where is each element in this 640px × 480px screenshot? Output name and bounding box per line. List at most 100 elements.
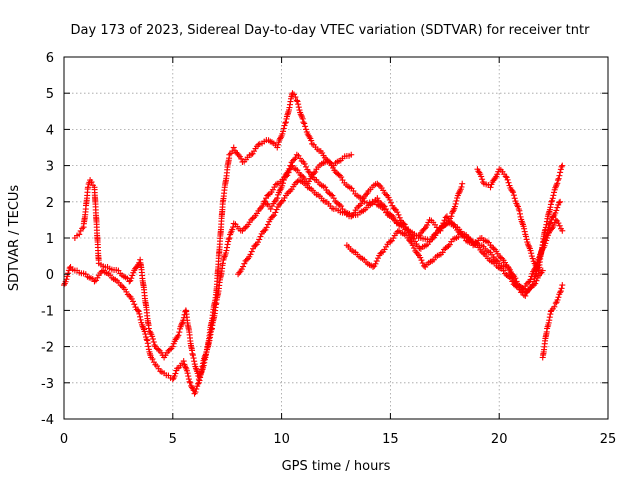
data-point-track-4 [553, 207, 560, 214]
data-point-track-7 [551, 303, 558, 310]
data-point-track-2 [191, 358, 198, 365]
data-point-track-2 [456, 189, 463, 196]
data-point-track-3 [241, 260, 248, 267]
data-point-track-1 [149, 356, 156, 363]
data-point-track-4 [274, 195, 281, 202]
y-tick-label: -1 [41, 304, 54, 319]
data-point-track-2 [129, 272, 136, 279]
data-point-track-3 [273, 206, 280, 213]
data-point-track-6 [523, 236, 530, 243]
data-point-track-4 [552, 209, 559, 216]
data-point-track-2 [149, 333, 156, 340]
data-point-track-4 [287, 162, 294, 169]
data-point-track-2 [178, 322, 185, 329]
data-point-track-6 [504, 176, 511, 183]
data-point-track-6 [510, 192, 517, 199]
data-point-track-2 [189, 350, 196, 357]
data-point-track-5 [387, 238, 394, 245]
data-point-track-7 [558, 285, 565, 292]
data-point-track-1 [184, 370, 191, 377]
y-tick-label: -2 [41, 341, 54, 356]
data-point-track-2 [204, 346, 211, 353]
data-point-track-1 [225, 236, 232, 243]
data-point-track-7 [554, 296, 561, 303]
data-point-track-1 [305, 178, 312, 185]
data-point-track-1 [142, 331, 149, 338]
data-point-track-1 [180, 358, 187, 365]
data-point-track-2 [149, 335, 156, 342]
data-point-track-4 [554, 204, 561, 211]
data-point-track-1 [224, 244, 231, 251]
data-point-track-6 [558, 163, 565, 170]
data-point-track-5 [372, 260, 379, 267]
data-point-track-2 [189, 352, 196, 359]
data-point-track-2 [198, 366, 205, 373]
data-point-track-6 [557, 169, 564, 176]
data-point-track-4 [279, 180, 286, 187]
data-point-track-2 [84, 184, 91, 191]
data-point-track-1 [136, 313, 143, 320]
x-tick-label: 10 [273, 432, 290, 447]
data-point-track-2 [201, 353, 208, 360]
data-point-track-2 [176, 329, 183, 336]
data-point-track-5 [527, 276, 534, 283]
data-point-track-2 [197, 371, 204, 378]
data-point-track-1 [169, 376, 176, 383]
data-point-track-5 [417, 254, 424, 261]
grid-lines [64, 57, 608, 419]
y-tick-label: 4 [46, 123, 54, 138]
data-point-track-3 [263, 224, 270, 231]
data-point-track-2 [145, 325, 152, 332]
data-point-track-2 [452, 200, 459, 207]
data-point-track-5 [418, 257, 425, 264]
y-tick-label: 1 [46, 232, 54, 247]
data-point-track-5 [559, 227, 566, 234]
data-point-track-7 [559, 282, 566, 289]
data-point-track-1 [130, 298, 137, 305]
data-point-track-5 [446, 241, 453, 248]
x-tick-label: 15 [382, 432, 399, 447]
data-point-track-3 [256, 236, 263, 243]
data-point-track-4 [301, 160, 308, 167]
data-point-track-1 [226, 235, 233, 241]
data-point-track-2 [295, 104, 302, 111]
data-point-track-1 [195, 380, 202, 387]
data-point-track-2 [327, 159, 334, 166]
data-point-track-6 [554, 180, 561, 187]
data-markers [61, 90, 566, 397]
data-point-track-1 [137, 316, 144, 323]
data-point-track-1 [140, 324, 147, 331]
data-point-track-5 [373, 258, 380, 265]
data-point-track-1 [136, 310, 143, 317]
data-point-track-5 [552, 216, 559, 223]
data-point-track-4 [556, 199, 563, 206]
data-point-track-6 [511, 195, 518, 202]
data-point-track-6 [555, 175, 562, 182]
data-point-track-4 [441, 217, 448, 224]
data-point-track-6 [514, 202, 521, 209]
y-tick-labels: -4 -3 -2 -1 0 1 2 3 4 5 6 [41, 51, 54, 428]
data-point-track-4 [358, 200, 365, 207]
data-point-track-5 [374, 255, 381, 262]
data-point-track-4 [402, 223, 409, 230]
data-point-track-6 [510, 189, 517, 196]
data-point-track-4 [394, 209, 401, 216]
data-point-track-4 [546, 220, 553, 227]
data-point-track-6 [549, 195, 556, 202]
data-point-track-2 [128, 275, 135, 282]
data-point-track-3 [248, 248, 255, 255]
data-point-track-4 [386, 196, 393, 203]
data-point-track-2 [274, 141, 281, 148]
data-point-track-2 [155, 346, 162, 353]
data-point-track-4 [490, 245, 497, 252]
data-point-track-3 [272, 209, 279, 216]
y-tick-label: 2 [46, 196, 54, 211]
data-point-track-1 [263, 195, 270, 202]
axis-ticks [63, 56, 609, 420]
data-point-track-5 [556, 222, 563, 229]
data-point-track-1 [134, 307, 141, 314]
data-point-track-3 [247, 251, 254, 258]
data-point-track-2 [166, 346, 173, 353]
data-point-track-6 [502, 173, 509, 180]
